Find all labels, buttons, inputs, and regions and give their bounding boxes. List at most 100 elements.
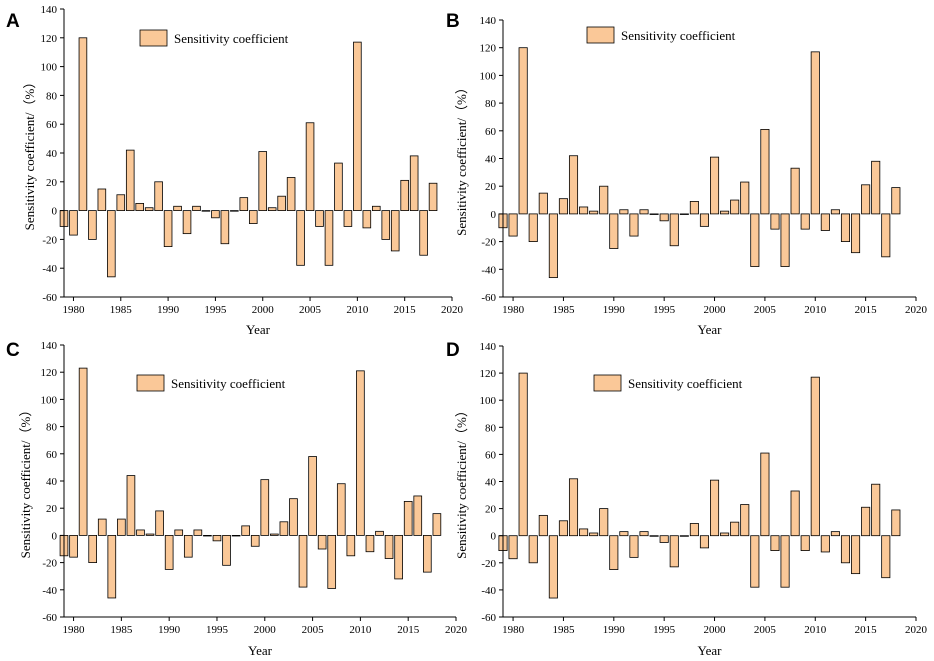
y-tick-label: 140 — [480, 15, 497, 27]
y-axis-label: Sensitivity coefficient/（%） — [454, 81, 469, 236]
bar-2007 — [324, 210, 334, 266]
x-tick-label: 1980 — [63, 624, 86, 636]
bar-2018 — [428, 182, 438, 212]
x-tick-label: 1995 — [204, 304, 227, 316]
bar-2009 — [346, 535, 356, 557]
bar-2017 — [881, 213, 891, 258]
y-tick-label: 100 — [41, 62, 58, 74]
bar-2012 — [830, 209, 840, 215]
bar-2010 — [810, 376, 820, 537]
bar-1993 — [192, 205, 201, 211]
bar-2014 — [851, 213, 861, 254]
bar-2013 — [840, 535, 851, 564]
x-tick-label: 2020 — [905, 624, 928, 636]
bar-1988 — [145, 533, 155, 536]
bar-1988 — [144, 207, 154, 212]
x-axis-label: Year — [246, 322, 271, 337]
y-tick-label: 60 — [485, 449, 497, 461]
x-tick-label: 2015 — [855, 304, 878, 316]
bar-1991 — [173, 205, 182, 211]
bar-1990 — [163, 210, 173, 248]
bar-1985 — [558, 520, 568, 537]
bar-1981 — [518, 47, 528, 215]
bar-1994 — [649, 535, 659, 537]
bar-2000 — [710, 156, 720, 215]
chart-panel-a: A -60 -40 -20 0 20 40 60 80 100 120 140 1980 1985 1990… — [6, 4, 464, 337]
bar-2013 — [381, 210, 391, 240]
y-tick-label: -40 — [42, 585, 57, 597]
y-tick-label: 60 — [46, 119, 58, 131]
panel-letter: A — [6, 11, 20, 32]
y-tick-label: -20 — [481, 558, 496, 570]
bar-1992 — [182, 210, 192, 235]
bar-2016 — [871, 160, 881, 215]
bar-2009 — [800, 535, 810, 552]
bar-2009 — [800, 213, 810, 230]
panel-letter: D — [446, 340, 460, 361]
bar-2013 — [840, 213, 851, 242]
y-axis-label: Sensitivity coefficient/（%） — [18, 404, 33, 559]
bar-1984 — [548, 213, 558, 279]
x-tick-label: 2010 — [349, 624, 372, 636]
bar-1993 — [639, 531, 649, 537]
bar-1998 — [239, 197, 249, 211]
legend: Sensitivity coefficient — [136, 374, 286, 392]
bar-1987 — [579, 528, 589, 537]
bar-1986 — [568, 155, 579, 215]
bar-2017 — [422, 535, 432, 573]
x-tick-label: 1995 — [206, 624, 229, 636]
bar-2005 — [308, 456, 317, 536]
bar-2000 — [710, 479, 720, 537]
legend-label: Sensitivity coefficient — [628, 376, 743, 391]
bar-2016 — [413, 495, 423, 536]
x-tick-label: 2020 — [905, 304, 928, 316]
bar-1991 — [174, 529, 184, 536]
y-tick-label: 20 — [485, 181, 497, 193]
bar-2011 — [365, 535, 375, 553]
bar-2006 — [315, 210, 324, 227]
x-tick-label: 2000 — [704, 624, 727, 636]
bar-2002 — [279, 521, 289, 536]
bar-1986 — [568, 478, 579, 537]
y-tick-label: 0 — [52, 206, 58, 218]
y-tick-label: -60 — [481, 612, 496, 624]
bar-2009 — [343, 210, 353, 227]
bar-1983 — [97, 518, 107, 536]
x-tick-label: 1980 — [502, 304, 525, 316]
y-tick-label: 0 — [491, 209, 497, 221]
bar-2016 — [871, 483, 881, 537]
bar-1993 — [639, 209, 649, 215]
bar-2018 — [891, 187, 901, 215]
y-tick-label: 120 — [41, 367, 58, 379]
bar-1998 — [689, 201, 699, 215]
y-tick-label: 120 — [480, 368, 497, 380]
bar-2014 — [851, 535, 861, 575]
bar-1984 — [548, 535, 558, 599]
x-tick-label: 1990 — [603, 624, 626, 636]
bar-1987 — [135, 202, 144, 211]
bar-2001 — [720, 210, 730, 215]
bar-1997 — [230, 210, 239, 212]
bar-1996 — [669, 535, 679, 568]
bar-2004 — [298, 535, 308, 588]
y-tick-label: 40 — [46, 148, 58, 160]
bar-2017 — [881, 535, 891, 579]
bar-2005 — [760, 129, 770, 215]
y-tick-label: 20 — [46, 177, 58, 189]
bar-2018 — [432, 513, 442, 536]
bar-2002 — [730, 521, 740, 537]
y-axis-label: Sensitivity coefficient/（%） — [22, 76, 37, 231]
legend: Sensitivity coefficient — [593, 374, 743, 392]
y-tick-label: -40 — [42, 263, 57, 275]
bar-2017 — [419, 210, 428, 256]
bar-1986 — [126, 475, 136, 536]
x-tick-label: 2005 — [299, 304, 322, 316]
bar-1983 — [538, 192, 548, 215]
y-tick-label: -20 — [42, 234, 57, 246]
bar-2001 — [270, 533, 279, 536]
bar-1990 — [164, 535, 174, 570]
bar-1995 — [659, 213, 669, 222]
bar-1985 — [117, 518, 126, 536]
y-tick-label: 120 — [41, 33, 58, 45]
y-tick-label: 100 — [41, 394, 58, 406]
